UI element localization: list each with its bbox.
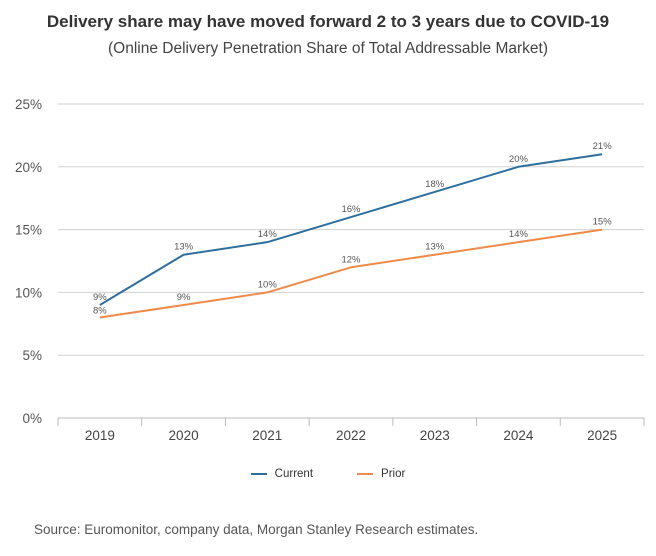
data-label-prior: 10% [258,279,278,290]
legend: Current Prior [0,468,656,480]
x-tick-label: 2021 [252,428,282,443]
data-label-current: 21% [593,141,613,152]
data-label-current: 9% [93,292,107,303]
source-note: Source: Euromonitor, company data, Morga… [34,522,479,537]
x-tick-label: 2025 [587,428,617,443]
legend-swatch-prior [357,473,374,475]
x-tick-label: 2020 [169,428,199,443]
y-tick-label: 20% [15,160,42,175]
data-label-current: 14% [258,229,278,240]
x-tick-label: 2019 [85,428,115,443]
y-tick-label: 15% [15,223,42,238]
data-label-prior: 14% [509,229,529,240]
data-label-current: 20% [509,154,529,165]
x-tick-label: 2024 [503,428,534,443]
chart-subtitle: (Online Delivery Penetration Share of To… [108,40,548,57]
line-chart: 0% 5% 10% 15% 20% 25% 2019 2020 2021 2022 2023 2024… [15,97,645,443]
data-label-prior: 15% [593,217,613,228]
legend-swatch-current [250,473,267,475]
y-tick-label: 5% [22,348,42,363]
y-tick-label: 25% [15,97,42,112]
x-tick-label: 2023 [420,428,450,443]
data-label-current: 18% [425,179,445,190]
data-label-prior: 13% [425,242,445,253]
data-label-prior: 9% [177,292,191,303]
data-label-current: 13% [174,242,194,253]
data-label-prior: 8% [93,306,107,317]
legend-item-prior: Prior [357,468,405,480]
chart-title: Delivery share may have moved forward 2 … [46,12,610,31]
legend-label-current: Current [274,468,314,480]
legend-label-prior: Prior [381,468,406,480]
y-tick-label: 10% [15,285,42,300]
x-tick-label: 2022 [336,428,366,443]
data-label-prior: 12% [341,254,361,265]
legend-item-current: Current [250,468,314,480]
data-label-current: 16% [341,204,361,215]
y-tick-label: 0% [22,411,42,426]
